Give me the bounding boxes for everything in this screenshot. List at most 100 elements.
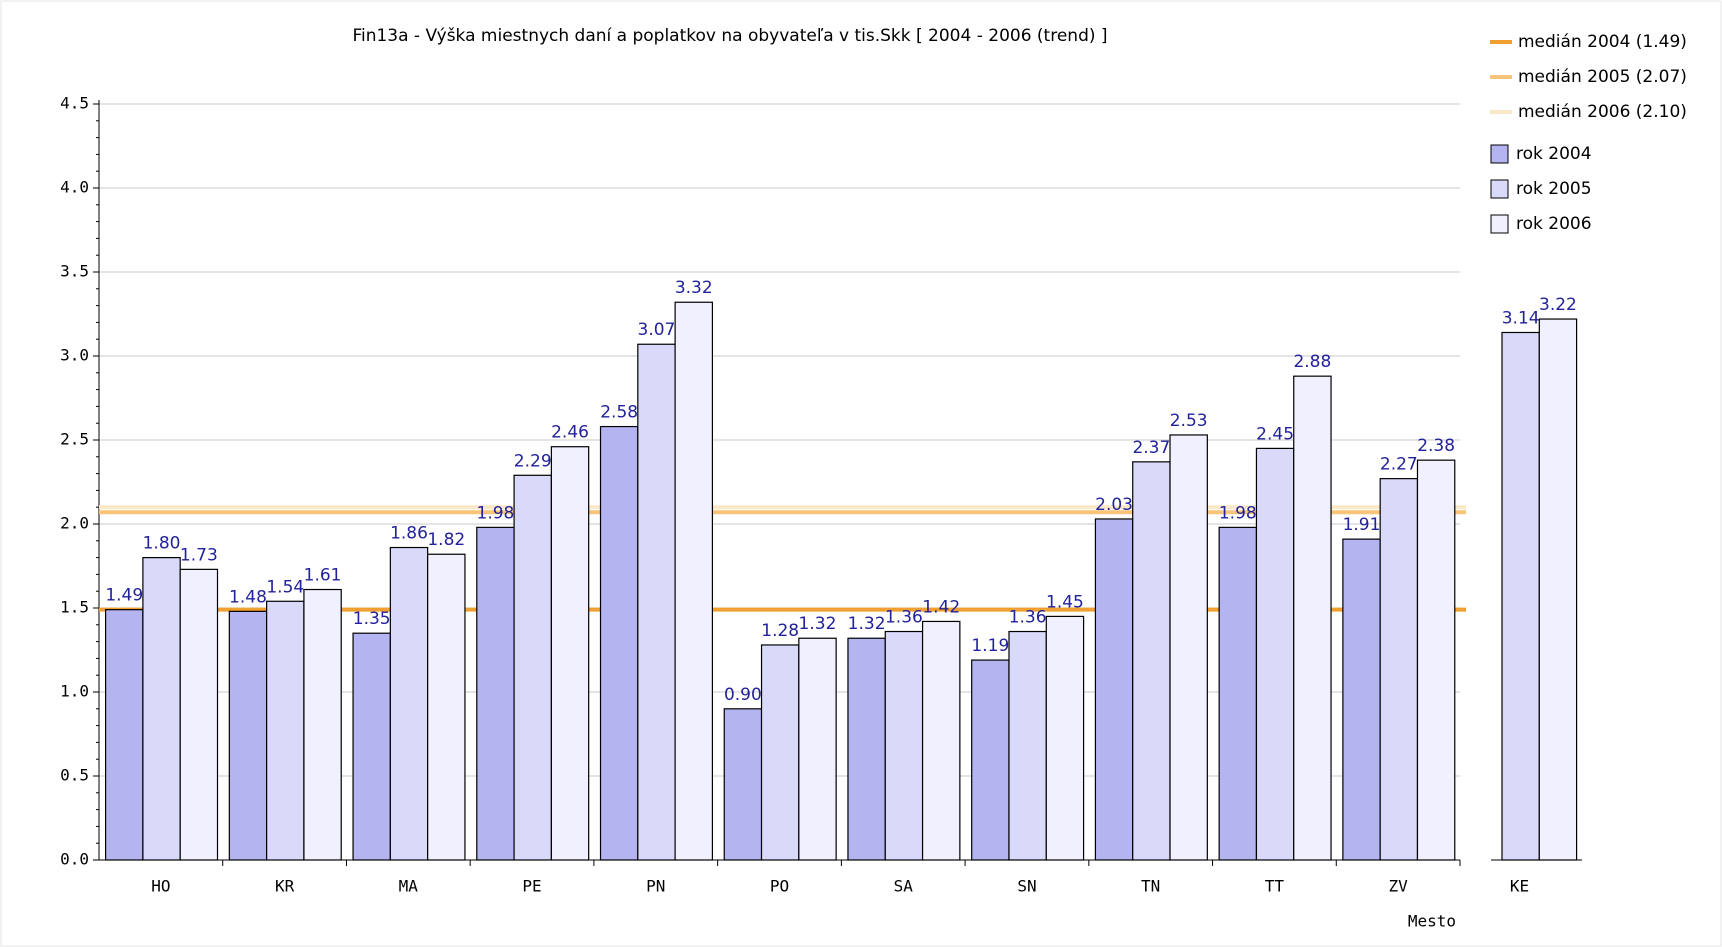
- value-label: 2.58: [600, 403, 638, 423]
- bar: [1538, 318, 1578, 861]
- bar: [179, 568, 219, 861]
- value-label: 1.98: [477, 503, 515, 523]
- bar: [266, 600, 305, 861]
- bar: [921, 620, 961, 861]
- legend-label: medián 2004 (1.49): [1518, 32, 1687, 52]
- value-label: 2.46: [551, 423, 589, 443]
- bar: [104, 609, 144, 861]
- legend-label: medián 2005 (2.07): [1518, 67, 1687, 87]
- bar: [303, 588, 342, 861]
- bar: [550, 446, 590, 861]
- y-tick-label: 3.0: [60, 346, 89, 365]
- bar: [1416, 459, 1456, 861]
- bar: [723, 708, 763, 861]
- value-label: 1.28: [761, 621, 799, 641]
- bar: [1094, 518, 1134, 861]
- legend-label: rok 2006: [1516, 214, 1592, 234]
- value-label: 1.54: [266, 577, 304, 597]
- legend-label: rok 2004: [1516, 144, 1592, 164]
- y-tick-label: 1.5: [60, 598, 89, 617]
- bar: [1169, 434, 1208, 861]
- value-label: 1.80: [143, 534, 181, 554]
- bar: [599, 425, 639, 861]
- bar: [884, 630, 924, 861]
- x-tick-label: PN: [646, 877, 665, 896]
- bar: [389, 546, 429, 861]
- value-label: 2.53: [1170, 411, 1208, 431]
- value-label: 1.32: [799, 614, 837, 634]
- value-label: 2.37: [1132, 438, 1170, 458]
- y-tick-label: 3.5: [60, 262, 89, 281]
- bar: [1132, 461, 1171, 861]
- legend-label: rok 2005: [1516, 179, 1592, 199]
- x-tick-label: PO: [770, 877, 789, 896]
- value-label: 1.36: [1009, 608, 1047, 628]
- value-label: 0.90: [724, 685, 762, 705]
- x-tick-label: HO: [151, 877, 170, 896]
- y-tick-label: 1.0: [60, 682, 89, 701]
- value-label: 1.36: [885, 608, 923, 628]
- value-label: 1.91: [1343, 515, 1381, 535]
- bar: [1501, 331, 1540, 861]
- bar: [760, 644, 800, 861]
- x-tick-label: TN: [1141, 877, 1160, 896]
- value-label: 1.45: [1046, 592, 1084, 612]
- bar: [1045, 615, 1085, 861]
- chart-title: Fin13a - Výška miestnych daní a poplatko…: [352, 26, 1107, 46]
- bar: [847, 637, 886, 861]
- value-label: 1.35: [353, 609, 391, 629]
- value-label: 1.48: [229, 587, 267, 607]
- bar: [476, 526, 515, 861]
- value-label: 2.88: [1293, 352, 1331, 372]
- value-label: 1.73: [180, 545, 218, 565]
- legend-label: medián 2006 (2.10): [1518, 102, 1687, 122]
- legend-swatch: [1490, 214, 1509, 234]
- value-label: 1.86: [390, 524, 428, 544]
- x-tick-label: SN: [1017, 877, 1036, 896]
- bar: [228, 610, 268, 861]
- bar: [637, 343, 676, 861]
- bar: [1218, 526, 1258, 861]
- bar: [1342, 538, 1381, 861]
- x-axis-label: Mesto: [1408, 912, 1456, 931]
- value-label: 3.14: [1502, 308, 1540, 328]
- x-tick-label: ZV: [1389, 877, 1409, 896]
- x-tick-label: TT: [1265, 877, 1285, 896]
- x-tick-label: KR: [275, 877, 295, 896]
- bar: [352, 632, 391, 861]
- value-label: 2.27: [1380, 455, 1418, 475]
- bar: [1008, 630, 1047, 861]
- bar: [1255, 447, 1295, 861]
- bar: [142, 556, 181, 861]
- bar: [1293, 375, 1332, 861]
- legend-swatch: [1490, 179, 1509, 199]
- value-label: 3.07: [638, 320, 676, 340]
- x-tick-label: PE: [522, 877, 541, 896]
- value-label: 2.29: [514, 451, 552, 471]
- y-tick-label: 0.5: [60, 766, 89, 785]
- y-tick-label: 0.0: [60, 850, 89, 869]
- bar: [971, 659, 1010, 861]
- value-label: 1.32: [848, 614, 886, 634]
- value-label: 1.42: [922, 597, 960, 617]
- value-label: 1.98: [1219, 503, 1257, 523]
- y-tick-label: 4.5: [60, 94, 89, 113]
- bar: [513, 474, 552, 861]
- value-label: 1.61: [304, 566, 342, 586]
- value-label: 1.82: [427, 530, 465, 550]
- bar: [674, 301, 714, 861]
- x-tick-label: MA: [399, 877, 419, 896]
- y-tick-label: 2.0: [60, 514, 89, 533]
- bar: [427, 553, 466, 861]
- x-tick-label: SA: [894, 877, 914, 896]
- value-label: 2.45: [1256, 424, 1294, 444]
- value-label: 3.22: [1539, 295, 1577, 315]
- y-tick-label: 4.0: [60, 178, 89, 197]
- value-label: 2.03: [1095, 495, 1133, 515]
- x-tick-label: KE: [1510, 877, 1529, 896]
- value-label: 1.49: [105, 586, 143, 606]
- value-label: 3.32: [675, 278, 713, 298]
- y-tick-label: 2.5: [60, 430, 89, 449]
- bar: [1379, 478, 1419, 861]
